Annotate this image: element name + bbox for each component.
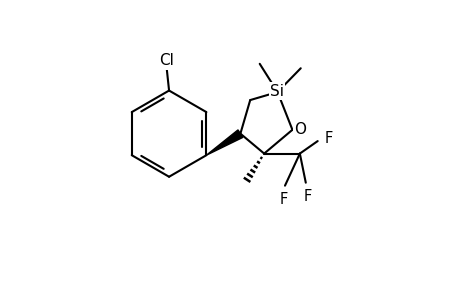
Polygon shape (206, 130, 242, 155)
Text: Cl: Cl (159, 53, 174, 68)
Text: F: F (279, 192, 287, 207)
Text: F: F (302, 189, 311, 204)
Text: O: O (293, 122, 305, 137)
Text: F: F (324, 130, 332, 146)
Text: Si: Si (269, 84, 283, 99)
